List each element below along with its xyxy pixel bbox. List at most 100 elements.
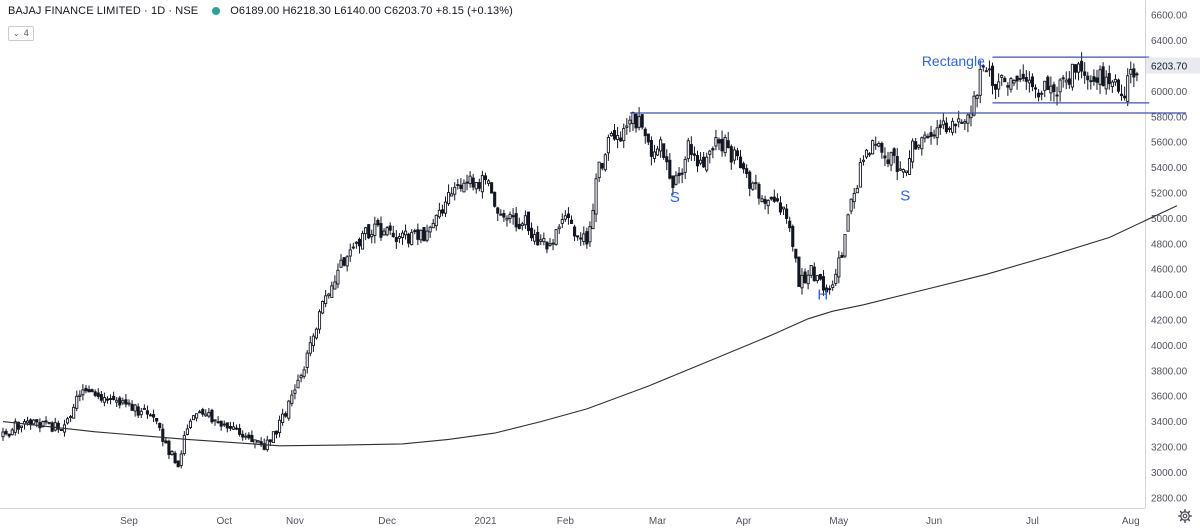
candle-body <box>591 210 595 230</box>
candle-body <box>523 215 527 226</box>
candle-body <box>210 409 214 423</box>
price-tick-label: 4200.00 <box>1151 316 1188 327</box>
candle-body <box>938 124 942 128</box>
candle-body <box>373 223 377 236</box>
candle-body <box>339 259 343 268</box>
candle-body <box>1101 66 1105 87</box>
candle-body <box>462 182 466 193</box>
indicators-toggle[interactable]: ⌄ 4 <box>8 26 34 41</box>
candle-body <box>499 213 503 216</box>
candle-body <box>892 148 896 156</box>
candle-body <box>219 420 223 427</box>
candle-body <box>677 172 681 177</box>
gear-icon[interactable] <box>1178 509 1192 523</box>
candle-body <box>1080 60 1084 72</box>
candle-body <box>1037 92 1041 98</box>
candle-body <box>145 410 149 415</box>
candle-body <box>437 209 441 218</box>
candle-body <box>185 428 189 435</box>
candle-body <box>874 143 878 146</box>
candle-body <box>1129 69 1133 75</box>
candle-body <box>778 202 783 213</box>
candle-body <box>616 135 620 140</box>
candle-body <box>818 273 822 280</box>
candle-body <box>1030 76 1034 88</box>
candle-body <box>1015 75 1019 82</box>
candle-body <box>228 425 232 429</box>
candle-body <box>35 419 39 423</box>
price-tick-label: 5400.00 <box>1151 163 1188 174</box>
time-tick-label: Mar <box>649 516 667 527</box>
candle-body <box>969 112 973 119</box>
candle-body <box>643 128 647 137</box>
candle-body <box>357 238 362 247</box>
candle-body <box>456 184 460 187</box>
candle-body <box>1033 87 1038 90</box>
candle-body <box>738 156 743 169</box>
candle-body <box>44 420 48 423</box>
price-tick-label: 5600.00 <box>1151 138 1188 149</box>
candle-body <box>155 417 159 422</box>
candle-body <box>754 182 758 185</box>
candle-body <box>864 149 869 158</box>
candle-body <box>640 114 644 128</box>
candle-body <box>935 127 939 139</box>
candle-body <box>855 187 859 194</box>
candle-body <box>385 227 389 236</box>
candle-body <box>167 440 171 456</box>
candle-body <box>118 397 122 406</box>
symbol-title[interactable]: BAJAJ FINANCE LIMITED · 1D · NSE <box>8 5 199 17</box>
candle-body <box>1110 81 1114 88</box>
candle-body <box>324 295 328 304</box>
candle-body <box>342 257 346 266</box>
candle-body <box>803 271 807 283</box>
candle-body <box>360 232 365 250</box>
candle-body <box>766 200 770 207</box>
candle-body <box>576 235 580 238</box>
candle-body <box>619 137 623 142</box>
candle-body <box>545 241 549 250</box>
price-tick-label: 6600.00 <box>1151 11 1188 22</box>
candle-body <box>984 70 988 73</box>
candle-body <box>198 411 202 414</box>
candle-body <box>299 375 303 379</box>
candle-body <box>370 233 374 238</box>
candle-body <box>748 171 752 189</box>
candle-body <box>244 435 248 438</box>
candle-body <box>388 225 392 231</box>
candle-body <box>569 219 574 224</box>
candle-body <box>625 125 629 128</box>
candle-body <box>32 419 36 425</box>
candle-body <box>204 413 208 417</box>
candle-body <box>972 95 976 116</box>
candle-body <box>536 232 540 246</box>
time-tick-label: May <box>829 516 848 527</box>
candle-body <box>29 419 33 426</box>
candle-body <box>987 68 991 71</box>
candle-body <box>760 198 764 202</box>
candle-body <box>526 211 531 232</box>
candle-body <box>603 154 607 171</box>
candle-body <box>10 429 14 436</box>
candle-body <box>1089 80 1093 83</box>
candle-body <box>717 139 721 144</box>
candle-body <box>59 429 63 431</box>
candle-body <box>53 422 57 431</box>
candle-body <box>520 223 524 227</box>
candle-body <box>231 426 236 430</box>
candle-body <box>75 395 79 409</box>
candle-body <box>542 238 546 243</box>
candle-body <box>161 428 165 442</box>
candle-body <box>170 451 174 456</box>
candle-body <box>152 414 156 418</box>
candle-body <box>622 128 626 142</box>
time-tick-label: Jul <box>1026 516 1039 527</box>
candle-body <box>112 395 116 400</box>
candle-body <box>105 398 110 401</box>
candle-body <box>296 379 300 389</box>
candle-body <box>514 213 518 228</box>
candle-body <box>852 192 856 203</box>
candle-body <box>56 422 60 430</box>
